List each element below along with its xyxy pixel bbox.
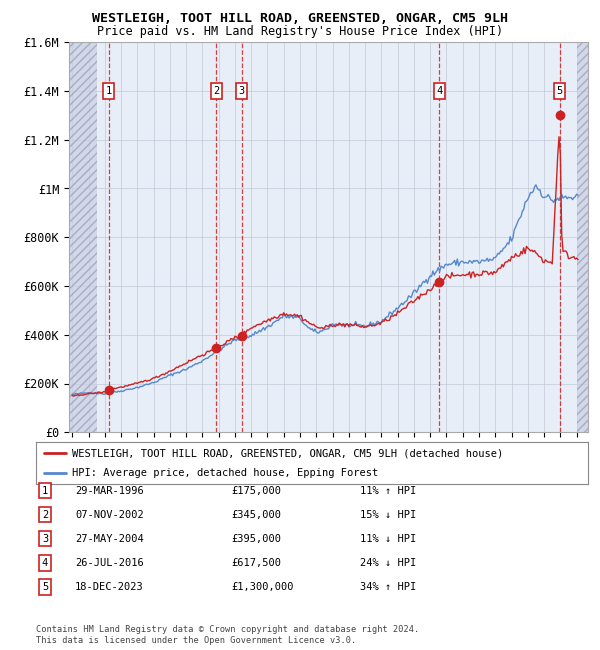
- Text: WESTLEIGH, TOOT HILL ROAD, GREENSTED, ONGAR, CM5 9LH (detached house): WESTLEIGH, TOOT HILL ROAD, GREENSTED, ON…: [72, 448, 503, 458]
- Text: £617,500: £617,500: [231, 558, 281, 568]
- Text: 5: 5: [557, 86, 563, 96]
- Text: 1: 1: [106, 86, 112, 96]
- Text: £345,000: £345,000: [231, 510, 281, 520]
- Text: 1: 1: [42, 486, 48, 496]
- Text: HPI: Average price, detached house, Epping Forest: HPI: Average price, detached house, Eppi…: [72, 468, 378, 478]
- Text: 3: 3: [238, 86, 245, 96]
- Text: 15% ↓ HPI: 15% ↓ HPI: [360, 510, 416, 520]
- Text: 11% ↓ HPI: 11% ↓ HPI: [360, 534, 416, 544]
- Text: WESTLEIGH, TOOT HILL ROAD, GREENSTED, ONGAR, CM5 9LH: WESTLEIGH, TOOT HILL ROAD, GREENSTED, ON…: [92, 12, 508, 25]
- Text: Price paid vs. HM Land Registry's House Price Index (HPI): Price paid vs. HM Land Registry's House …: [97, 25, 503, 38]
- Text: 24% ↓ HPI: 24% ↓ HPI: [360, 558, 416, 568]
- Bar: [577, 42, 588, 432]
- Text: £1,300,000: £1,300,000: [231, 582, 293, 592]
- Text: 18-DEC-2023: 18-DEC-2023: [75, 582, 144, 592]
- Text: £395,000: £395,000: [231, 534, 281, 544]
- Text: 4: 4: [42, 558, 48, 568]
- Text: 2: 2: [213, 86, 220, 96]
- Text: Contains HM Land Registry data © Crown copyright and database right 2024.
This d: Contains HM Land Registry data © Crown c…: [36, 625, 419, 645]
- Text: 07-NOV-2002: 07-NOV-2002: [75, 510, 144, 520]
- Text: £175,000: £175,000: [231, 486, 281, 496]
- Bar: [69, 42, 97, 432]
- Text: 27-MAY-2004: 27-MAY-2004: [75, 534, 144, 544]
- Text: 11% ↑ HPI: 11% ↑ HPI: [360, 486, 416, 496]
- Text: 4: 4: [436, 86, 443, 96]
- Text: 34% ↑ HPI: 34% ↑ HPI: [360, 582, 416, 592]
- Text: 3: 3: [42, 534, 48, 544]
- Text: 2: 2: [42, 510, 48, 520]
- Text: 29-MAR-1996: 29-MAR-1996: [75, 486, 144, 496]
- Text: 5: 5: [42, 582, 48, 592]
- Text: 26-JUL-2016: 26-JUL-2016: [75, 558, 144, 568]
